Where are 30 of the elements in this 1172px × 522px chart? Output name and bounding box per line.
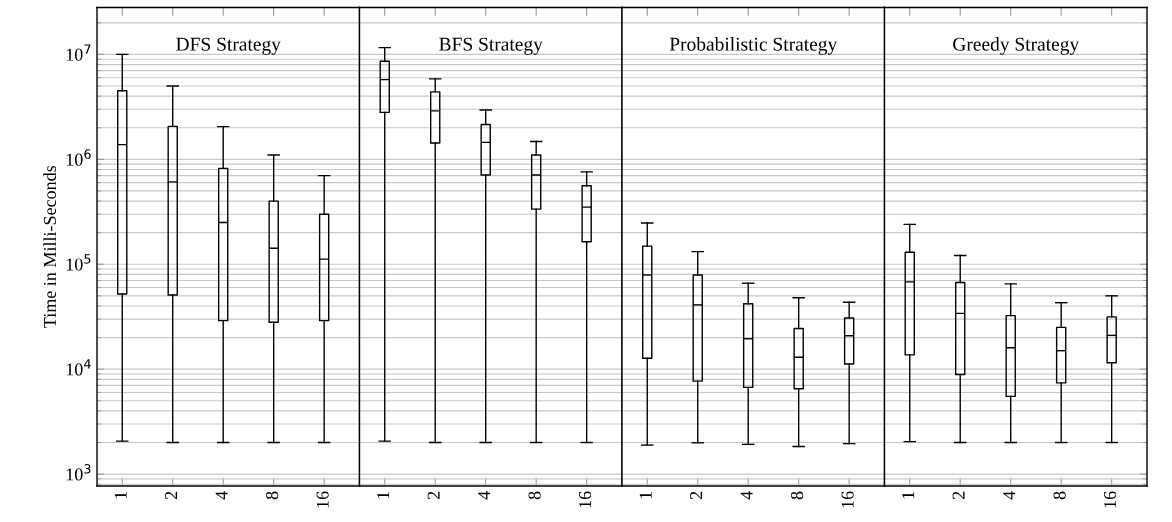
x-tick-label: 8	[528, 491, 541, 500]
y-tick-label: 10$^{7}$	[66, 44, 91, 61]
text: BFS Strategy	[439, 37, 543, 55]
x-tick-label: 4	[478, 491, 491, 500]
x-tick-label: 8	[791, 491, 804, 500]
x-tick-label: 2	[427, 491, 440, 500]
x-tick-label: 4	[1003, 491, 1016, 500]
x-tick-label: 16	[1104, 491, 1117, 508]
text: Greedy Strategy	[953, 37, 1080, 55]
x-tick-label: 4	[215, 491, 228, 500]
x-tick-label: 8	[266, 491, 279, 500]
x-tick-label: 16	[841, 491, 854, 508]
x-tick-label: 16	[316, 491, 329, 508]
text: DFS Strategy	[176, 37, 281, 55]
x-tick-label: 1	[639, 491, 652, 499]
x-tick-label: 2	[952, 491, 965, 500]
x-tick-label: 16	[579, 491, 592, 508]
x-tick-label: 1	[902, 491, 915, 499]
y-tick-label: 10$^{6}$	[66, 149, 91, 166]
y-axis-title: Time in Milli-Seconds	[43, 165, 57, 328]
y-tick-label: 10$^{4}$	[66, 359, 91, 376]
y-tick-label: 10$^{5}$	[66, 254, 91, 271]
y-tick-label: 10$^{3}$	[66, 464, 91, 481]
x-tick-label: 1	[114, 491, 127, 499]
x-tick-label: 2	[690, 491, 703, 500]
text: Probabilistic Strategy	[669, 37, 838, 55]
x-tick-label: 8	[1053, 491, 1066, 500]
x-tick-label: 4	[740, 491, 753, 500]
x-tick-label: 2	[165, 491, 178, 500]
x-tick-label: 1	[377, 491, 390, 499]
